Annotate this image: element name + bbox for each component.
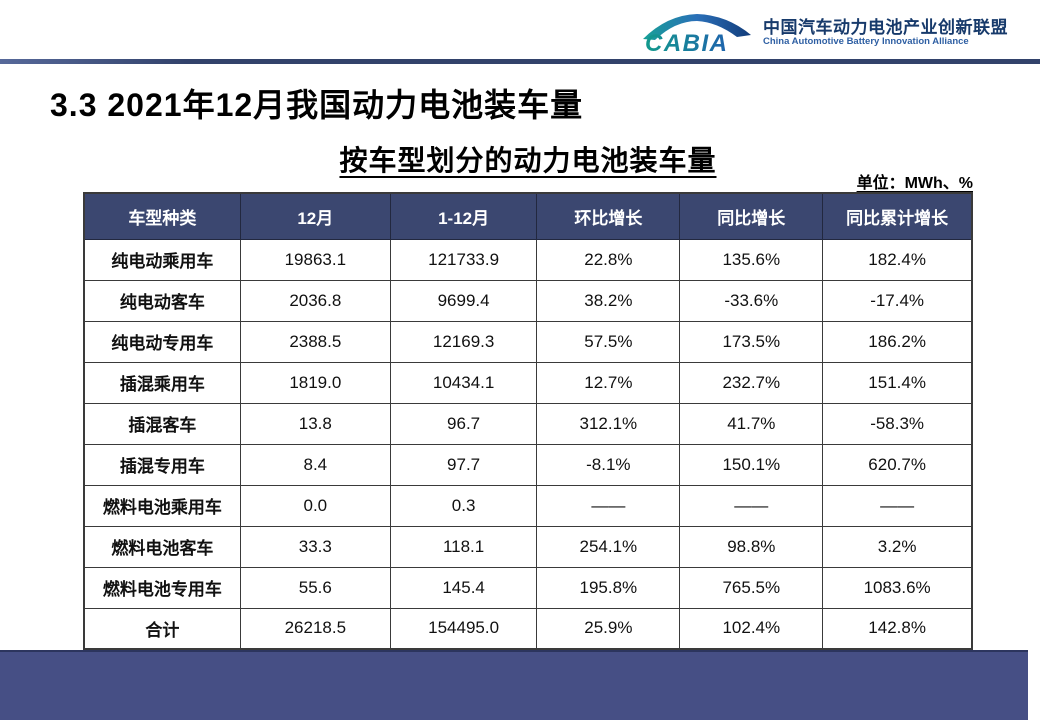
header-divider — [0, 59, 1040, 64]
value-cell: 22.8% — [536, 238, 681, 281]
value-cell: 195.8% — [536, 566, 681, 609]
row-label-cell: 燃料电池乘用车 — [83, 484, 241, 527]
table-row: 纯电动客车 2036.8 9699.4 38.2% -33.6% -17.4% — [83, 279, 973, 322]
value-cell: 186.2% — [822, 320, 973, 363]
value-cell: 102.4% — [679, 607, 824, 650]
value-cell: 9699.4 — [389, 279, 538, 322]
value-cell: 98.8% — [679, 525, 824, 568]
value-cell: 3.2% — [822, 525, 973, 568]
value-cell: 312.1% — [536, 402, 681, 445]
value-cell: 41.7% — [679, 402, 824, 445]
value-cell: -8.1% — [536, 443, 681, 486]
column-header: 车型种类 — [83, 192, 241, 240]
page-title: 3.3 2021年12月我国动力电池装车量 — [50, 87, 584, 123]
column-header: 同比增长 — [679, 192, 824, 240]
value-cell: —— — [822, 484, 973, 527]
row-label-cell: 插混专用车 — [83, 443, 241, 486]
value-cell: 173.5% — [679, 320, 824, 363]
value-cell: 151.4% — [822, 361, 973, 404]
column-header: 12月 — [239, 192, 391, 240]
table-row: 燃料电池乘用车 0.0 0.3 —— —— —— — [83, 484, 973, 527]
value-cell: -33.6% — [679, 279, 824, 322]
cabia-logo-icon: CABIA — [643, 14, 751, 57]
value-cell: 765.5% — [679, 566, 824, 609]
value-cell: 8.4 — [239, 443, 391, 486]
value-cell: 38.2% — [536, 279, 681, 322]
table-header: 车型种类 12月 1-12月 环比增长 同比增长 同比累计增长 — [83, 192, 973, 240]
table-row: 插混客车 13.8 96.7 312.1% 41.7% -58.3% — [83, 402, 973, 445]
table-row: 插混乘用车 1819.0 10434.1 12.7% 232.7% 151.4% — [83, 361, 973, 404]
table-header-row: 车型种类 12月 1-12月 环比增长 同比增长 同比累计增长 — [83, 192, 973, 240]
value-cell: 0.0 — [239, 484, 391, 527]
row-label-cell: 纯电动专用车 — [83, 320, 241, 363]
value-cell: —— — [679, 484, 824, 527]
value-cell: -58.3% — [822, 402, 973, 445]
value-cell: 10434.1 — [389, 361, 538, 404]
row-label-cell: 燃料电池专用车 — [83, 566, 241, 609]
row-label-cell: 插混客车 — [83, 402, 241, 445]
value-cell: —— — [536, 484, 681, 527]
column-header: 环比增长 — [536, 192, 681, 240]
value-cell: 142.8% — [822, 607, 973, 650]
table-row: 合计 26218.5 154495.0 25.9% 102.4% 142.8% — [83, 607, 973, 650]
value-cell: 55.6 — [239, 566, 391, 609]
value-cell: 97.7 — [389, 443, 538, 486]
unit-note: 单位：MWh、% — [856, 175, 973, 192]
value-cell: 135.6% — [679, 238, 824, 281]
value-cell: 13.8 — [239, 402, 391, 445]
value-cell: 2388.5 — [239, 320, 391, 363]
value-cell: 25.9% — [536, 607, 681, 650]
alliance-name-en: China Automotive Battery Innovation Alli… — [763, 36, 969, 48]
table-row: 燃料电池专用车 55.6 145.4 195.8% 765.5% 1083.6% — [83, 566, 973, 609]
value-cell: 620.7% — [822, 443, 973, 486]
value-cell: 154495.0 — [389, 607, 538, 650]
row-label-cell: 燃料电池客车 — [83, 525, 241, 568]
value-cell: 118.1 — [389, 525, 538, 568]
value-cell: 57.5% — [536, 320, 681, 363]
value-cell: 12169.3 — [389, 320, 538, 363]
value-cell: 0.3 — [389, 484, 538, 527]
value-cell: 2036.8 — [239, 279, 391, 322]
value-cell: 254.1% — [536, 525, 681, 568]
value-cell: 150.1% — [679, 443, 824, 486]
table-row: 纯电动专用车 2388.5 12169.3 57.5% 173.5% 186.2% — [83, 320, 973, 363]
value-cell: 26218.5 — [239, 607, 391, 650]
car-swoosh — [643, 14, 751, 40]
value-cell: 19863.1 — [239, 238, 391, 281]
column-header: 1-12月 — [389, 192, 538, 240]
row-label-cell: 合计 — [83, 607, 241, 650]
cabia-wordmark: CABIA — [645, 30, 729, 57]
value-cell: 12.7% — [536, 361, 681, 404]
table-title: 按车型划分的动力电池装车量 — [339, 145, 717, 176]
alliance-name-cn: 中国汽车动力电池产业创新联盟 — [763, 17, 1008, 37]
value-cell: -17.4% — [822, 279, 973, 322]
value-cell: 182.4% — [822, 238, 973, 281]
column-header: 同比累计增长 — [822, 192, 973, 240]
value-cell: 232.7% — [679, 361, 824, 404]
footer-band — [0, 650, 1028, 720]
row-label-cell: 纯电动乘用车 — [83, 238, 241, 281]
value-cell: 145.4 — [389, 566, 538, 609]
value-cell: 1819.0 — [239, 361, 391, 404]
table-body: 纯电动乘用车 19863.1 121733.9 22.8% 135.6% 182.4% 纯电… — [83, 238, 973, 650]
value-cell: 121733.9 — [389, 238, 538, 281]
row-label-cell: 纯电动客车 — [83, 279, 241, 322]
table-row: 插混专用车 8.4 97.7 -8.1% 150.1% 620.7% — [83, 443, 973, 486]
cabia-logo: CABIA 中国汽车动力电池产业创新联盟 China Automotive Ba… — [641, 8, 1008, 58]
value-cell: 33.3 — [239, 525, 391, 568]
table-row: 燃料电池客车 33.3 118.1 254.1% 98.8% 3.2% — [83, 525, 973, 568]
battery-install-table: 车型种类 12月 1-12月 环比增长 同比增长 同比累计增长 纯电动乘用车 19863.1… — [83, 192, 973, 650]
table-row: 纯电动乘用车 19863.1 121733.9 22.8% 135.6% 182.4% — [83, 238, 973, 281]
value-cell: 96.7 — [389, 402, 538, 445]
value-cell: 1083.6% — [822, 566, 973, 609]
row-label-cell: 插混乘用车 — [83, 361, 241, 404]
